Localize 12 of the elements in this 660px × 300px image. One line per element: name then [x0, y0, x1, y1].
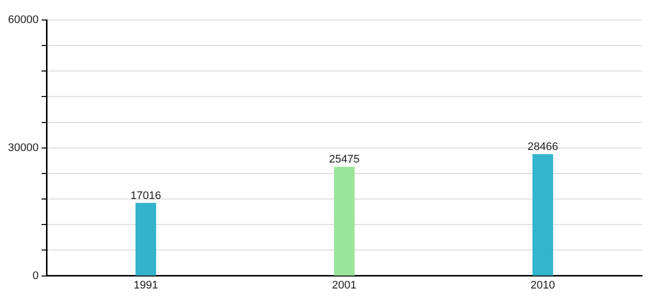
- x-tick-label: 1991: [134, 279, 158, 292]
- x-tick-label: 2010: [530, 279, 556, 292]
- data-label: 28466: [527, 140, 558, 153]
- y-tick-label: 0: [32, 270, 39, 282]
- data-label: 25475: [328, 154, 360, 166]
- bar: [135, 202, 156, 276]
- bar: [334, 166, 355, 276]
- y-tick-label: 30000: [8, 142, 39, 154]
- bar: [532, 154, 554, 276]
- y-tick-label: 60000: [8, 14, 39, 26]
- data-label: 17016: [130, 190, 162, 202]
- x-tick-label: 2001: [332, 279, 357, 292]
